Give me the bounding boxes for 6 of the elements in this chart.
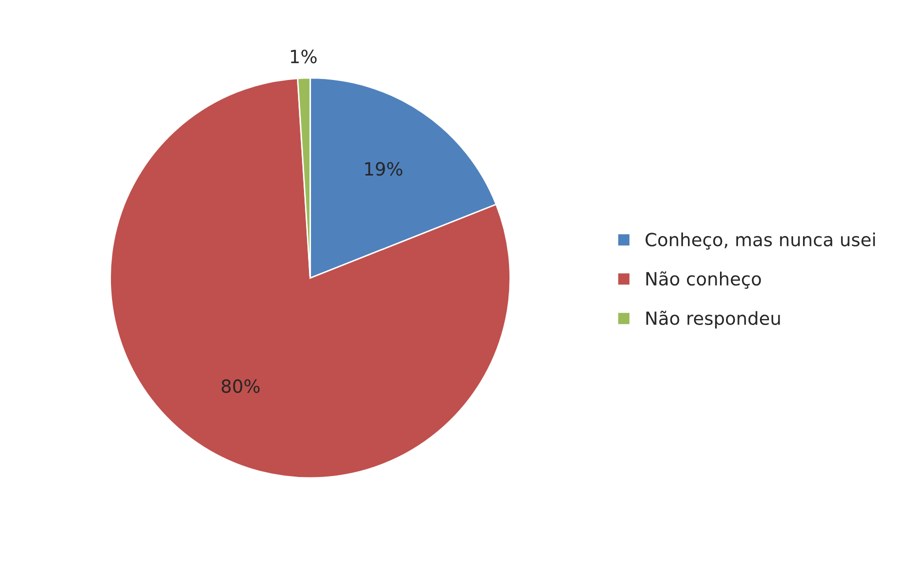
- data-label: 19%: [365, 162, 402, 176]
- legend-label: Conheço, mas nunca usei: [646, 232, 875, 250]
- legend-label: Não respondeu: [646, 310, 780, 329]
- legend-label: Não conheço: [646, 271, 761, 289]
- data-label: 80%: [222, 379, 260, 393]
- data-label: 1%: [290, 50, 317, 64]
